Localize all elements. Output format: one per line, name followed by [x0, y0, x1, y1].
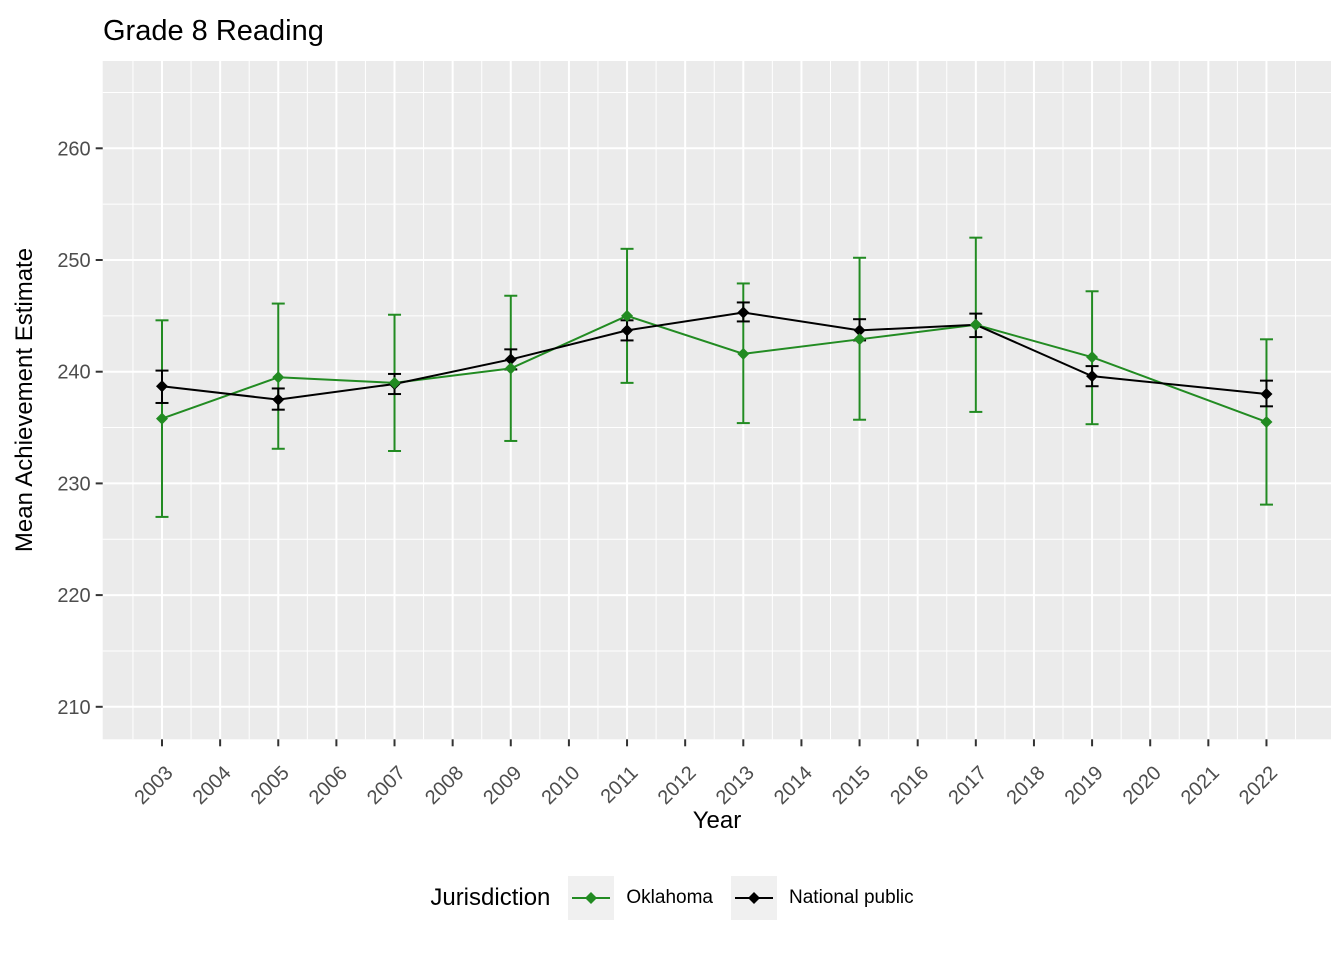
svg-text:220: 220 [57, 585, 90, 607]
svg-text:210: 210 [57, 697, 90, 719]
svg-text:2008: 2008 [421, 762, 468, 809]
svg-text:2003: 2003 [131, 762, 178, 809]
legend-item-national: National public [731, 876, 914, 920]
chart: 2003 2004 2005 2006 2007 2008 2009 2010 2011 2012… [11, 15, 1332, 834]
svg-text:2014: 2014 [770, 762, 817, 809]
svg-text:240: 240 [57, 362, 90, 384]
legend-key-oklahoma [568, 876, 615, 920]
svg-text:2018: 2018 [1002, 762, 1049, 809]
legend: Jurisdiction Oklahoma National public [0, 876, 1344, 920]
svg-text:2017: 2017 [944, 762, 991, 809]
svg-text:2013: 2013 [712, 762, 759, 809]
svg-text:2020: 2020 [1119, 762, 1166, 809]
plot-title: Grade 8 Reading [103, 15, 324, 47]
svg-text:2006: 2006 [305, 762, 352, 809]
svg-text:2016: 2016 [886, 762, 933, 809]
svg-text:2019: 2019 [1061, 762, 1108, 809]
svg-text:2009: 2009 [479, 762, 526, 809]
chart-plot-area: 2003 2004 2005 2006 2007 2008 2009 2010 2011 2012… [57, 61, 1332, 809]
svg-text:260: 260 [57, 138, 90, 160]
legend-item-oklahoma: Oklahoma [568, 876, 713, 920]
y-axis-title: Mean Achievement Estimate [11, 248, 38, 552]
legend-title: Jurisdiction [430, 884, 551, 911]
svg-text:2012: 2012 [654, 762, 701, 809]
x-axis-title: Year [693, 807, 742, 834]
svg-text:2007: 2007 [363, 762, 410, 809]
svg-text:2005: 2005 [247, 762, 294, 809]
legend-label-oklahoma: Oklahoma [626, 887, 713, 908]
svg-text:2004: 2004 [189, 762, 236, 809]
svg-text:230: 230 [57, 473, 90, 495]
legend-key-national [731, 876, 777, 920]
svg-text:2021: 2021 [1177, 762, 1224, 809]
svg-text:2022: 2022 [1235, 762, 1282, 809]
legend-label-national: National public [789, 887, 914, 908]
svg-text:2011: 2011 [597, 762, 643, 808]
svg-text:2010: 2010 [537, 762, 584, 809]
svg-text:250: 250 [57, 250, 90, 272]
svg-text:2015: 2015 [828, 762, 875, 809]
